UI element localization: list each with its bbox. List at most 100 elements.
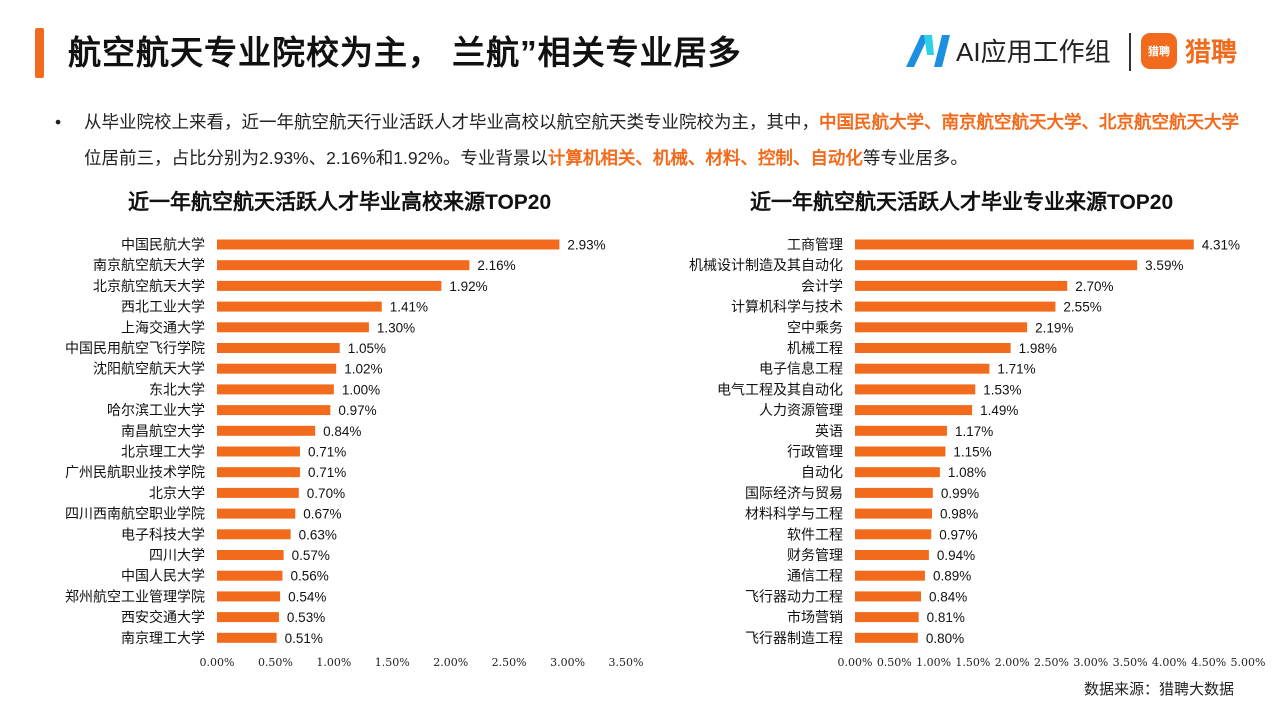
university-bar bbox=[217, 343, 340, 353]
major-category-label: 人力资源管理 bbox=[759, 402, 843, 418]
university-category-label: 中国民用航空飞行学院 bbox=[65, 340, 205, 356]
major-bar bbox=[855, 301, 1056, 312]
major-category-label: 机械设计制造及其自动化 bbox=[689, 257, 843, 273]
university-value-label: 2.16% bbox=[477, 258, 515, 273]
major-value-label: 0.98% bbox=[940, 507, 978, 522]
summary-part-1: 从毕业院校上来看，近一年航空航天行业活跃人才毕业高校以航空航天类专业院校为主，其… bbox=[84, 112, 819, 132]
university-category-label: 南京航空航天大学 bbox=[93, 257, 205, 273]
university-category-label: 南昌航空大学 bbox=[121, 423, 205, 439]
university-x-tick-label: 1.00% bbox=[316, 656, 351, 669]
page-title: 航空航天专业院校为主， 兰航”相关专业居多 bbox=[68, 34, 742, 71]
data-source: 数据来源：猎聘大数据 bbox=[1083, 681, 1234, 698]
university-bar bbox=[217, 301, 382, 312]
university-value-label: 0.84% bbox=[323, 424, 361, 439]
university-category-label: 四川大学 bbox=[149, 547, 205, 563]
university-category-label: 四川西南航空职业学院 bbox=[65, 506, 205, 522]
major-x-tick-label: 2.00% bbox=[995, 656, 1030, 669]
summary-highlight-majors: 计算机相关、机械、材料、控制、自动化 bbox=[547, 148, 863, 168]
university-value-label: 0.97% bbox=[338, 403, 376, 418]
university-bar bbox=[217, 280, 442, 291]
major-bar bbox=[855, 508, 933, 519]
major-value-label: 1.15% bbox=[953, 445, 991, 460]
university-bar bbox=[217, 446, 300, 457]
university-category-label: 哈尔滨工业大学 bbox=[107, 402, 205, 418]
university-bar bbox=[217, 405, 331, 416]
major-bar bbox=[855, 322, 1028, 333]
university-value-label: 1.00% bbox=[342, 382, 380, 397]
major-x-tick-label: 3.50% bbox=[1113, 656, 1148, 669]
major-category-label: 材料科学与工程 bbox=[745, 506, 843, 522]
university-category-label: 广州民航职业技术学院 bbox=[65, 464, 205, 480]
university-bar bbox=[217, 384, 334, 395]
major-category-label: 国际经济与贸易 bbox=[745, 485, 843, 501]
university-value-label: 0.67% bbox=[303, 507, 341, 522]
university-x-tick-label: 1.50% bbox=[375, 656, 410, 669]
ai-logo-icon bbox=[906, 35, 950, 67]
university-x-tick-label: 3.00% bbox=[550, 656, 585, 669]
university-bar bbox=[217, 363, 337, 374]
major-category-label: 飞行器动力工程 bbox=[745, 588, 843, 604]
major-bar bbox=[855, 363, 990, 374]
summary-text: 从毕业院校上来看，近一年航空航天行业活跃人才毕业高校以航空航天类专业院校为主，其… bbox=[55, 104, 1245, 176]
major-category-label: 财务管理 bbox=[787, 547, 843, 563]
university-value-label: 1.41% bbox=[390, 300, 428, 315]
major-value-label: 3.59% bbox=[1145, 258, 1183, 273]
major-bar bbox=[855, 384, 976, 395]
major-bar bbox=[855, 239, 1194, 250]
university-category-label: 中国人民大学 bbox=[121, 568, 205, 584]
major-category-label: 计算机科学与技术 bbox=[731, 299, 843, 315]
major-x-tick-label: 3.00% bbox=[1073, 656, 1108, 669]
major-category-label: 电气工程及其自动化 bbox=[717, 381, 843, 397]
university-x-tick-label: 2.50% bbox=[492, 656, 527, 669]
university-category-label: 西北工业大学 bbox=[121, 299, 205, 315]
major-x-tick-label: 1.50% bbox=[955, 656, 990, 669]
major-category-label: 飞行器制造工程 bbox=[745, 630, 843, 646]
brand-divider bbox=[1129, 33, 1131, 71]
university-value-label: 0.51% bbox=[285, 631, 323, 646]
major-value-label: 0.94% bbox=[937, 548, 975, 563]
major-value-label: 1.53% bbox=[983, 382, 1021, 397]
major-value-label: 4.31% bbox=[1202, 238, 1240, 253]
university-bar bbox=[217, 425, 316, 436]
major-x-tick-label: 0.00% bbox=[838, 656, 873, 669]
university-value-label: 1.30% bbox=[377, 320, 415, 335]
major-value-label: 0.80% bbox=[926, 631, 964, 646]
university-bar bbox=[217, 508, 296, 519]
major-category-label: 电子信息工程 bbox=[759, 361, 843, 377]
ai-group-label: AI应用工作组 bbox=[956, 36, 1111, 67]
university-bar bbox=[217, 260, 470, 271]
major-category-label: 工商管理 bbox=[787, 237, 843, 253]
major-value-label: 0.97% bbox=[939, 527, 977, 542]
university-bar bbox=[217, 467, 300, 478]
university-bar bbox=[217, 529, 291, 540]
university-category-label: 中国民航大学 bbox=[121, 237, 205, 253]
major-bar bbox=[855, 550, 929, 560]
university-value-label: 0.63% bbox=[299, 527, 337, 542]
university-category-label: 上海交通大学 bbox=[121, 319, 205, 335]
summary-part-2: 位居前三，占比分别为2.93%、2.16%和1.92%。专业背景以 bbox=[84, 148, 548, 168]
major-category-label: 市场营销 bbox=[787, 609, 843, 625]
major-bar bbox=[855, 570, 925, 581]
bullet-marker: • bbox=[55, 112, 62, 132]
university-category-label: 沈阳航空航天大学 bbox=[93, 361, 205, 377]
university-bar bbox=[217, 487, 299, 498]
summary-part-3: 等专业居多。 bbox=[862, 148, 968, 168]
major-x-tick-label: 4.50% bbox=[1191, 656, 1226, 669]
university-x-tick-label: 0.00% bbox=[200, 656, 235, 669]
ai-group-brand: AI应用工作组 bbox=[904, 30, 1111, 70]
major-value-label: 2.55% bbox=[1063, 300, 1101, 315]
university-value-label: 0.71% bbox=[308, 445, 346, 460]
major-category-label: 英语 bbox=[815, 423, 843, 439]
university-category-label: 北京大学 bbox=[149, 485, 205, 501]
major-category-label: 会计学 bbox=[801, 278, 843, 294]
major-category-label: 软件工程 bbox=[787, 526, 843, 542]
major-value-label: 1.17% bbox=[955, 424, 993, 439]
major-x-tick-label: 4.00% bbox=[1152, 656, 1187, 669]
university-bar bbox=[217, 550, 284, 560]
major-value-label: 2.19% bbox=[1035, 320, 1073, 335]
university-category-label: 南京理工大学 bbox=[121, 630, 205, 646]
university-category-label: 东北大学 bbox=[149, 381, 205, 397]
major-value-label: 1.08% bbox=[948, 465, 986, 480]
university-value-label: 0.70% bbox=[307, 486, 345, 501]
university-category-label: 北京理工大学 bbox=[121, 444, 205, 460]
